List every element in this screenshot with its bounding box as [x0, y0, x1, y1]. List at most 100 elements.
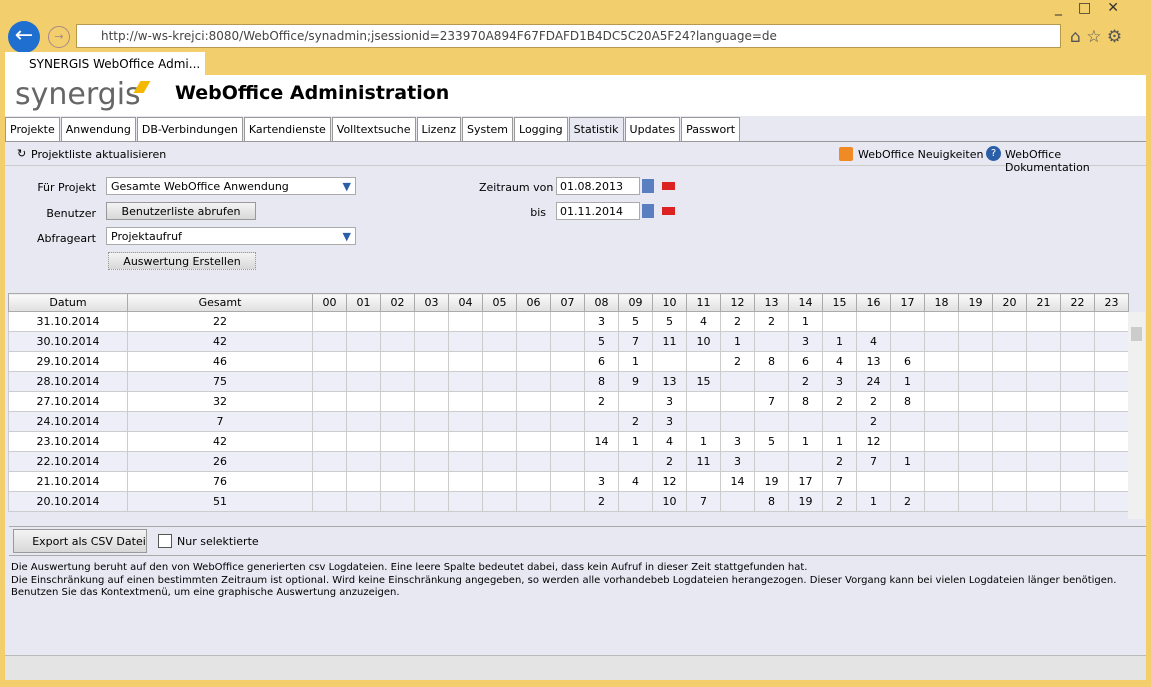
- column-header[interactable]: 06: [516, 293, 551, 312]
- table-row[interactable]: 24.10.2014 7 2 3 2: [8, 411, 1129, 432]
- column-header[interactable]: 15: [822, 293, 857, 312]
- nav-tab[interactable]: Passwort: [681, 117, 741, 141]
- table-row[interactable]: 30.10.2014 42 5 7 11 10 1 3 1 4: [8, 331, 1129, 352]
- column-header[interactable]: 23: [1094, 293, 1129, 312]
- calendar-icon[interactable]: [642, 179, 654, 193]
- hour-cell: [380, 331, 415, 352]
- hour-cell: [992, 471, 1027, 492]
- hour-cell: [1026, 351, 1061, 372]
- hour-cell: 5: [754, 431, 789, 452]
- table-row[interactable]: 31.10.2014 22 3 5 5 4 2 2 1: [8, 311, 1129, 332]
- refresh-link[interactable]: Projektliste aktualisieren: [31, 148, 167, 161]
- hour-cell: 7: [686, 491, 721, 512]
- checkbox[interactable]: [158, 534, 172, 548]
- column-header[interactable]: 21: [1026, 293, 1061, 312]
- column-header[interactable]: 10: [652, 293, 687, 312]
- nav-tab[interactable]: Kartendienste: [243, 117, 331, 141]
- column-header[interactable]: 02: [380, 293, 415, 312]
- hour-cell: [1026, 491, 1061, 512]
- hour-cell: [720, 411, 755, 432]
- hour-cell: 3: [720, 451, 755, 472]
- column-header[interactable]: 11: [686, 293, 721, 312]
- browser-tab[interactable]: SYNERGIS WebOffice Admi...: [5, 52, 205, 75]
- column-header[interactable]: 13: [754, 293, 789, 312]
- browser-icons[interactable]: ⌂ ☆ ⚙: [1070, 27, 1123, 47]
- query-select[interactable]: Projektaufruf ▼: [106, 227, 356, 245]
- scroll-thumb[interactable]: [1131, 327, 1142, 341]
- column-header[interactable]: 07: [550, 293, 585, 312]
- date-cell: 20.10.2014: [8, 491, 128, 512]
- hour-cell: [924, 351, 959, 372]
- export-bar: Export als CSV Datei Nur selektierte: [9, 526, 1146, 556]
- hour-cell: 2: [584, 491, 619, 512]
- window-controls[interactable]: _□✕: [1055, 0, 1135, 16]
- hour-cell: 5: [618, 311, 653, 332]
- hour-cell: [380, 451, 415, 472]
- nav-tab[interactable]: Updates: [624, 117, 681, 141]
- hour-cell: 12: [856, 431, 891, 452]
- project-select[interactable]: Gesamte WebOffice Anwendung ▼: [106, 177, 356, 195]
- column-header[interactable]: 05: [482, 293, 517, 312]
- table-row[interactable]: 27.10.2014 32 2 3 7 8 2 2 8: [8, 391, 1129, 412]
- hour-cell: [482, 451, 517, 472]
- to-input[interactable]: 01.11.2014: [556, 202, 640, 220]
- news-link[interactable]: WebOffice Neuigkeiten: [858, 148, 984, 161]
- hour-cell: [516, 371, 551, 392]
- scrollbar[interactable]: [1128, 312, 1145, 519]
- nav-tab[interactable]: Projekte: [5, 117, 60, 141]
- column-header[interactable]: 14: [788, 293, 823, 312]
- checkbox-label: Nur selektierte: [177, 535, 259, 548]
- forward-button[interactable]: →: [48, 26, 70, 48]
- column-header[interactable]: 01: [346, 293, 381, 312]
- clear-icon[interactable]: [662, 207, 675, 215]
- column-header[interactable]: 16: [856, 293, 891, 312]
- column-header[interactable]: 00: [312, 293, 347, 312]
- column-header[interactable]: 20: [992, 293, 1027, 312]
- clear-icon[interactable]: [662, 182, 675, 190]
- column-header[interactable]: Gesamt: [127, 293, 313, 312]
- column-header[interactable]: 08: [584, 293, 619, 312]
- nav-tab[interactable]: Logging: [514, 117, 568, 141]
- export-button[interactable]: Export als CSV Datei: [13, 529, 147, 553]
- hour-cell: [414, 411, 449, 432]
- column-header[interactable]: 22: [1060, 293, 1095, 312]
- from-input[interactable]: 01.08.2013: [556, 177, 640, 195]
- column-header[interactable]: 17: [890, 293, 925, 312]
- column-header[interactable]: 09: [618, 293, 653, 312]
- address-bar[interactable]: http://w-ws-krejci:8080/WebOffice/synadm…: [76, 24, 1061, 48]
- column-header[interactable]: 03: [414, 293, 449, 312]
- column-header[interactable]: 19: [958, 293, 993, 312]
- nav-tab[interactable]: Lizenz: [416, 117, 461, 141]
- nav-tab[interactable]: DB-Verbindungen: [136, 117, 243, 141]
- back-button[interactable]: ←: [8, 21, 40, 53]
- nav-tab[interactable]: System: [461, 117, 514, 141]
- column-header[interactable]: 12: [720, 293, 755, 312]
- nav-tab[interactable]: Anwendung: [60, 117, 136, 141]
- column-header[interactable]: 04: [448, 293, 483, 312]
- docs-link[interactable]: WebOffice Dokumentation: [1005, 148, 1090, 174]
- table-row[interactable]: 21.10.2014 76 3 4 12 14 19 17 7: [8, 471, 1129, 492]
- hour-cell: 1: [890, 371, 925, 392]
- column-header[interactable]: Datum: [8, 293, 128, 312]
- hour-cell: [550, 491, 585, 512]
- hour-cell: 1: [618, 431, 653, 452]
- hour-cell: [1094, 371, 1129, 392]
- hour-cell: [346, 491, 381, 512]
- nav-tab[interactable]: Statistik: [568, 117, 624, 141]
- hour-cell: [890, 311, 925, 332]
- table-row[interactable]: 29.10.2014 46 6 1 2 8 6 4 13 6: [8, 351, 1129, 372]
- hour-cell: [992, 431, 1027, 452]
- column-header[interactable]: 18: [924, 293, 959, 312]
- user-button[interactable]: Benutzerliste abrufen: [106, 202, 256, 220]
- create-button[interactable]: Auswertung Erstellen: [108, 252, 256, 270]
- table-row[interactable]: 22.10.2014 26 2 11 3 2 7 1: [8, 451, 1129, 472]
- table-row[interactable]: 28.10.2014 75 8 9 13 15 2 3 24 1: [8, 371, 1129, 392]
- hour-cell: 7: [822, 471, 857, 492]
- table-row[interactable]: 23.10.2014 42 14 1 4 1 3 5 1 1 12: [8, 431, 1129, 452]
- table-row[interactable]: 20.10.2014 51 2 10 7 8 19 2 1 2: [8, 491, 1129, 512]
- hour-cell: [482, 391, 517, 412]
- hour-cell: [414, 351, 449, 372]
- calendar-icon[interactable]: [642, 204, 654, 218]
- nav-tab[interactable]: Volltextsuche: [331, 117, 416, 141]
- total-cell: 76: [127, 471, 313, 492]
